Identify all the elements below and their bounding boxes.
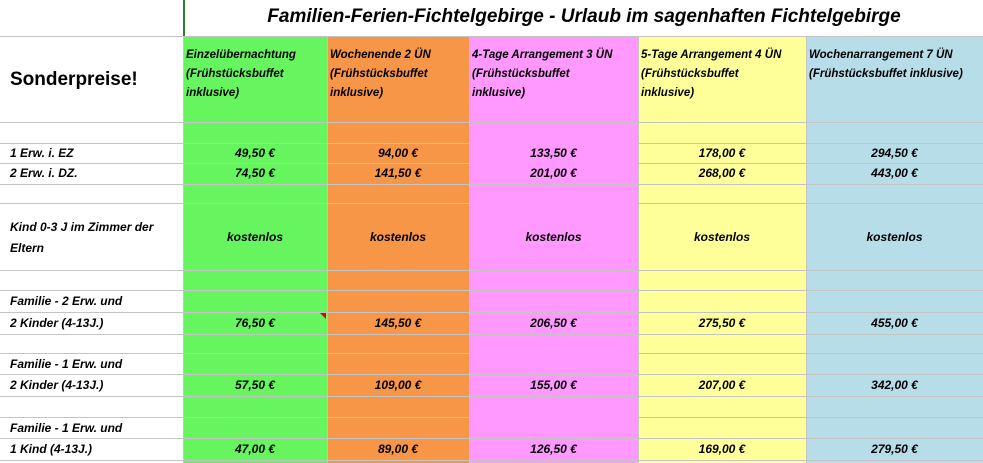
grid-line — [0, 438, 983, 439]
grid-line — [0, 290, 983, 291]
column-fill — [183, 36, 327, 463]
row-label: 2 Kinder (4-13J.) — [10, 378, 104, 392]
column-header: (Frühstücksbuffet — [186, 68, 284, 80]
price-cell: 141,50 € — [374, 166, 422, 180]
row-label: 1 Kind (4-13J.) — [10, 442, 93, 456]
column-header: (Frühstücksbuffet — [641, 68, 739, 80]
price-cell: 133,50 € — [530, 146, 577, 160]
price-cell: kostenlos — [525, 230, 582, 244]
grid-line — [0, 417, 983, 418]
grid-line — [0, 36, 983, 37]
grid-line — [638, 36, 639, 463]
grid-line — [0, 203, 983, 204]
grid-line — [0, 143, 983, 144]
grid-line — [0, 374, 983, 375]
price-cell: 207,00 € — [698, 378, 746, 392]
comment-indicator — [320, 313, 326, 319]
price-cell: 57,50 € — [234, 378, 276, 392]
grid-line — [0, 312, 983, 313]
title: Familien-Ferien-Fichtelgebirge - Urlaub … — [267, 6, 901, 27]
row-label: 2 Kinder (4-13J.) — [10, 316, 104, 330]
price-cell: 275,50 € — [698, 316, 746, 330]
row-label: Familie - 2 Erw. und — [10, 294, 123, 308]
price-cell: 74,50 € — [234, 166, 276, 180]
grid-line — [0, 353, 983, 354]
column-header: 5-Tage Arrangement 4 ÜN — [641, 49, 782, 61]
grid-line — [0, 122, 983, 123]
price-cell: 145,50 € — [374, 316, 422, 330]
price-cell: 89,00 € — [377, 442, 419, 456]
column-header: (Frühstücksbuffet inklusive) — [809, 68, 963, 80]
price-cell: 178,00 € — [698, 146, 746, 160]
corner-label: Sonderpreise! — [10, 69, 138, 90]
row-label: 1 Erw. i. EZ — [10, 146, 74, 160]
column-header: inklusive) — [472, 87, 526, 99]
price-cell: kostenlos — [226, 230, 283, 244]
row-label: 2 Erw. i. DZ. — [10, 166, 78, 180]
column-fill — [806, 36, 983, 463]
grid-line — [0, 270, 983, 271]
price-cell: 268,00 € — [698, 166, 746, 180]
column-header: Wochenarrangement 7 ÜN — [809, 49, 953, 61]
row-label: Familie - 1 Erw. und — [10, 421, 123, 435]
column-fill — [469, 36, 638, 463]
column-header: Wochenende 2 ÜN — [330, 49, 431, 61]
row-label: Kind 0-3 J im Zimmer der — [10, 220, 154, 234]
price-cell: kostenlos — [369, 230, 426, 244]
column-header: inklusive) — [330, 87, 384, 99]
price-cell: 443,00 € — [871, 166, 918, 180]
column-fill — [327, 36, 469, 463]
column-header: inklusive) — [641, 87, 695, 99]
price-cell: 206,50 € — [530, 316, 577, 330]
price-cell: kostenlos — [693, 230, 750, 244]
price-cell: 169,00 € — [698, 442, 746, 456]
price-cell: 279,50 € — [871, 442, 918, 456]
grid-line — [0, 460, 983, 461]
price-cell: kostenlos — [866, 230, 923, 244]
column-header: Einzelübernachtung — [186, 49, 296, 61]
grid-line — [0, 334, 983, 335]
price-cell: 94,00 € — [377, 146, 419, 160]
price-cell: 201,00 € — [530, 166, 577, 180]
price-cell: 455,00 € — [871, 316, 918, 330]
column-header: 4-Tage Arrangement 3 ÜN — [472, 49, 613, 61]
title-border — [183, 0, 185, 36]
price-cell: 126,50 € — [530, 442, 577, 456]
row-label: Familie - 1 Erw. und — [10, 357, 123, 371]
grid-line — [806, 36, 807, 463]
price-cell: 47,00 € — [234, 442, 276, 456]
column-fill — [638, 36, 806, 463]
row-label: Eltern — [10, 241, 45, 255]
price-cell: 49,50 € — [234, 146, 276, 160]
column-header: inklusive) — [186, 87, 240, 99]
column-header: (Frühstücksbuffet — [330, 68, 428, 80]
price-cell: 155,00 € — [530, 378, 577, 392]
price-cell: 76,50 € — [234, 316, 276, 330]
grid-line — [469, 36, 470, 463]
grid-line — [183, 36, 184, 463]
price-cell: 342,00 € — [871, 378, 918, 392]
grid-line — [0, 396, 983, 397]
column-header: (Frühstücksbuffet — [472, 68, 570, 80]
grid-line — [0, 163, 983, 164]
price-cell: 109,00 € — [374, 378, 422, 392]
price-cell: 294,50 € — [871, 146, 918, 160]
grid-line — [327, 36, 328, 463]
grid-line — [0, 184, 983, 185]
